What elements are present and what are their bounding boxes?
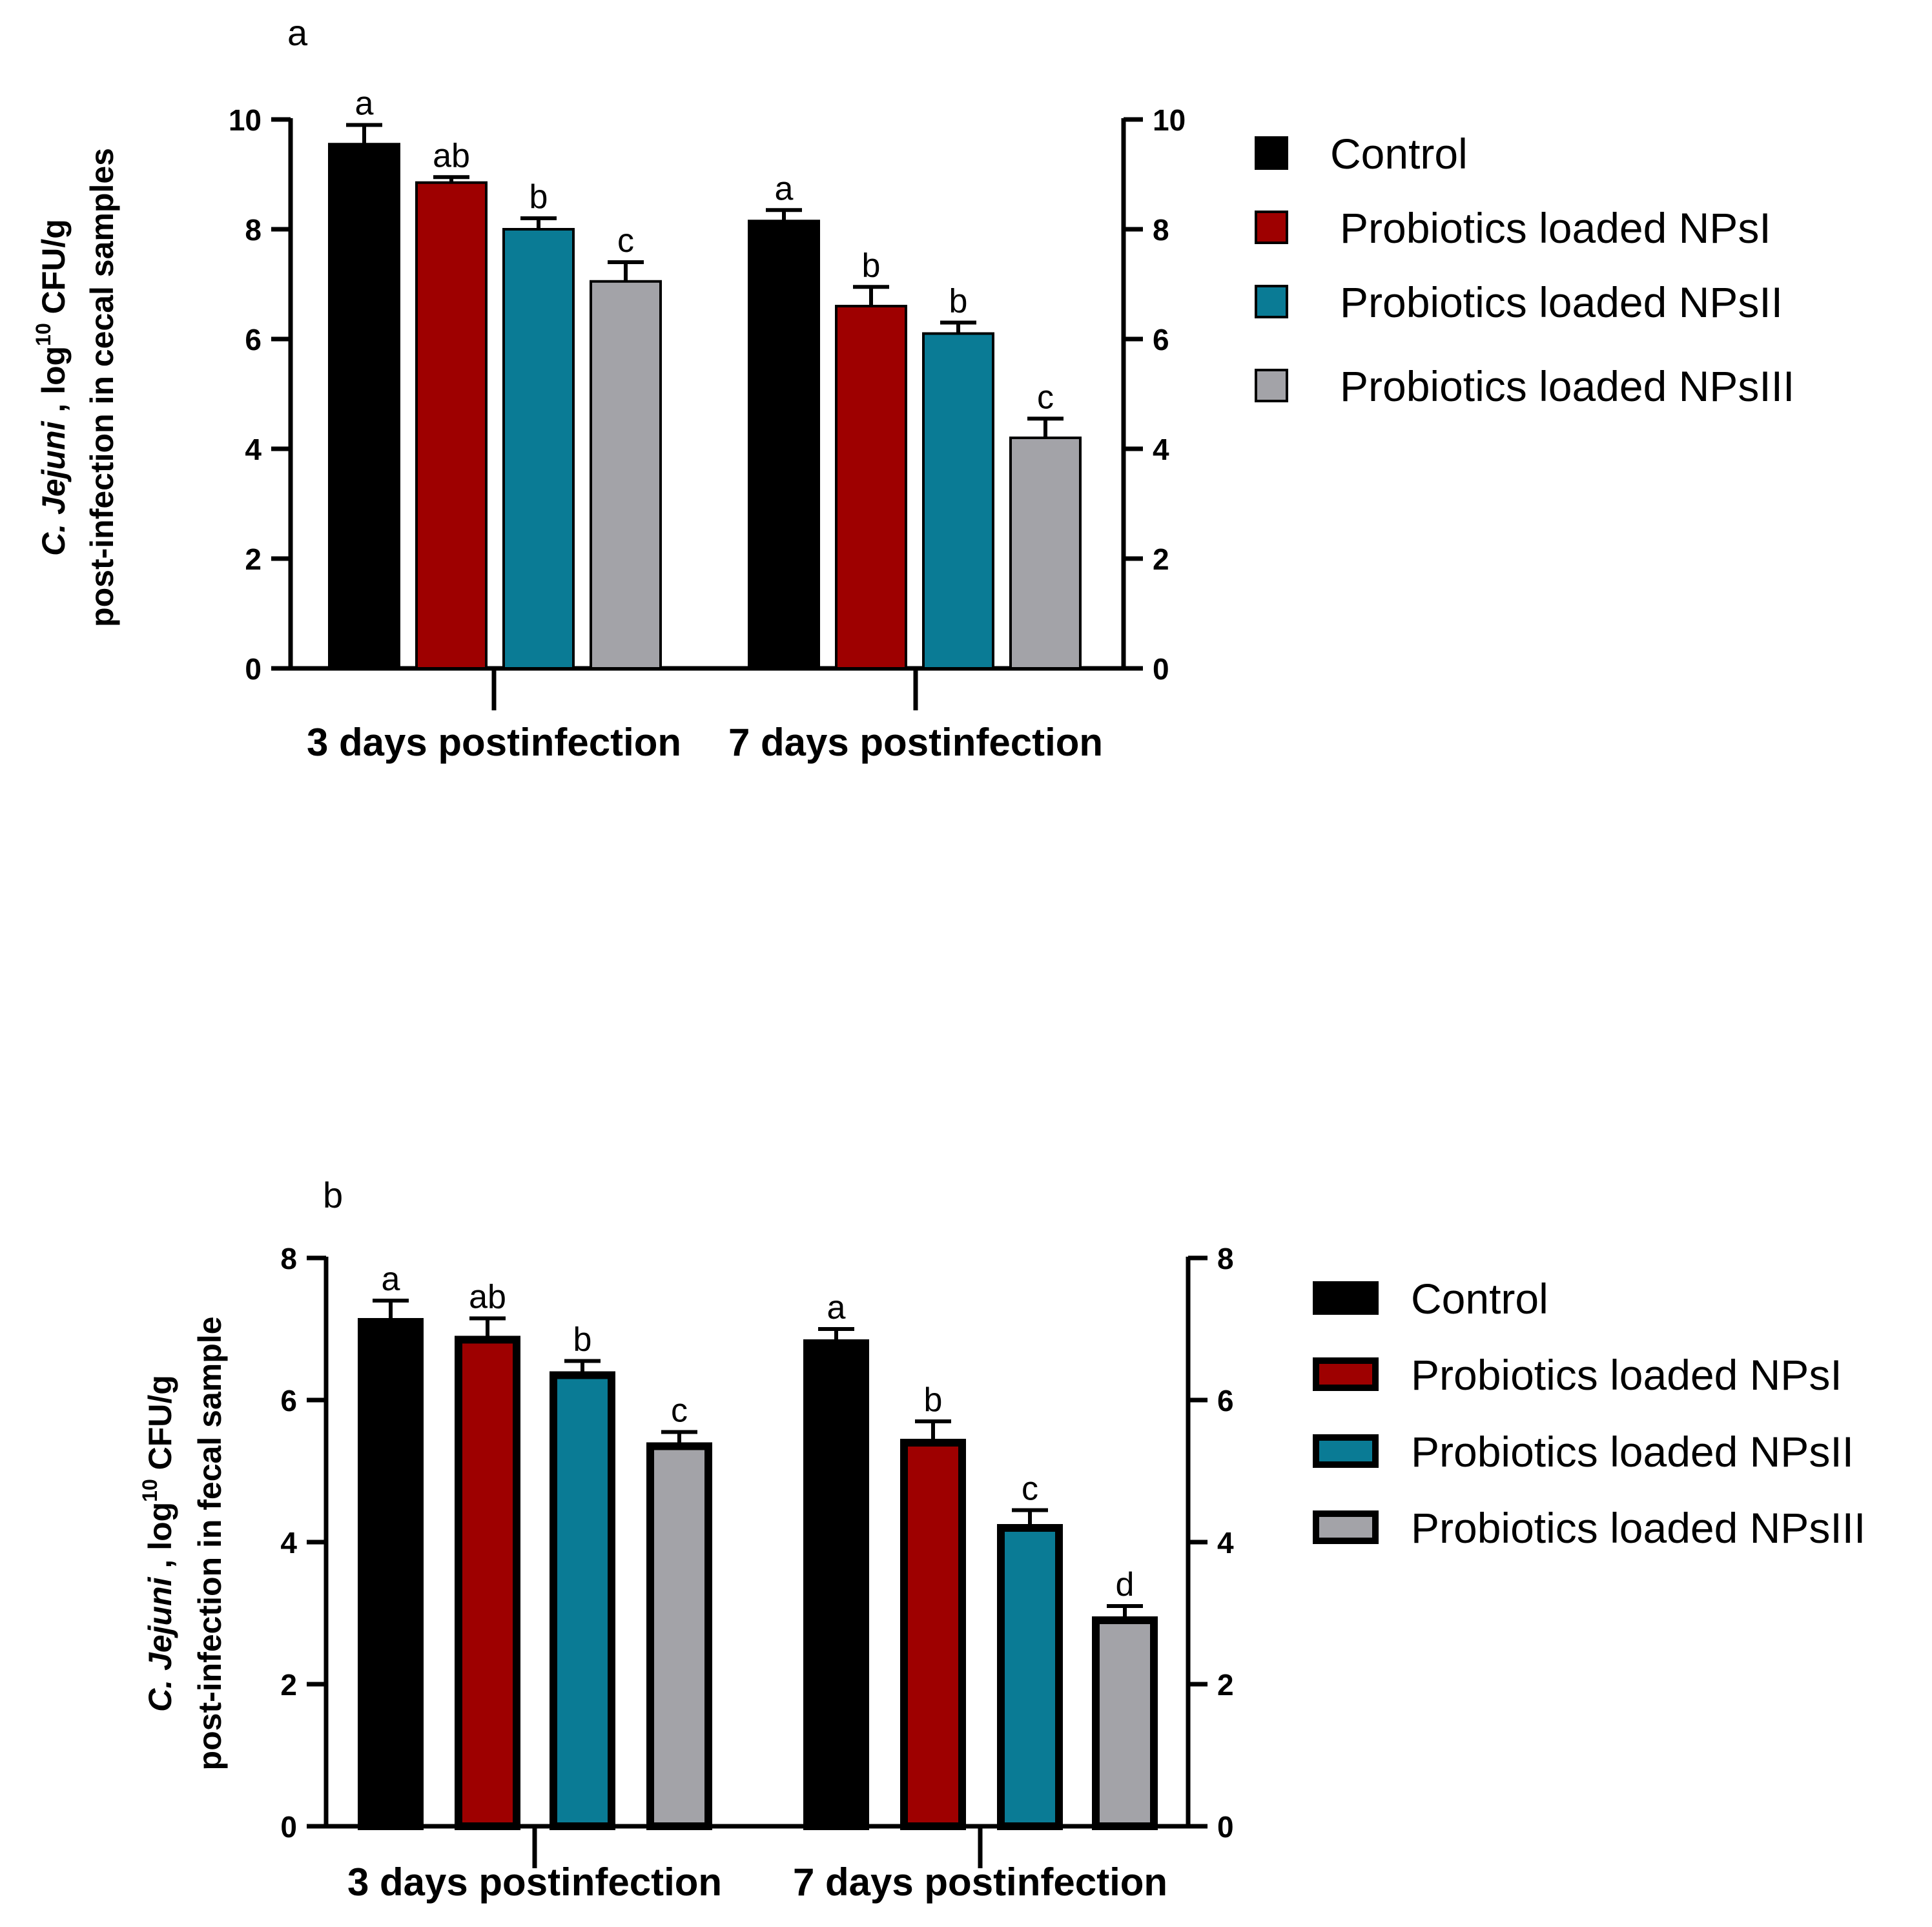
y-tick-label-right: 4 [1153,433,1169,466]
legend-label-4: Probiotics loaded NPsIII [1340,362,1794,410]
y-tick-label-right: 2 [1153,542,1169,576]
y-tick-label-left: 4 [245,433,262,466]
significance-label: a [382,1261,400,1298]
y-tick-label-left: 2 [245,542,262,576]
bar-1-1 [328,143,400,670]
legend-swatch-3 [1313,1434,1379,1468]
significance-label: ab [433,137,470,174]
panel-letter: a [287,12,308,53]
significance-label: b [924,1381,943,1419]
bar-2-2 [835,305,907,670]
legend-swatch-2 [1255,211,1288,244]
legend-swatch-1 [1313,1281,1379,1315]
significance-label: b [529,178,548,216]
legend-label-3: Probiotics loaded NPsII [1340,278,1783,326]
x-category-label: 7 days postinfection [728,721,1103,764]
y-axis-title-unit-suffix: CFU/g [142,1375,178,1479]
y-tick-label-left: 6 [245,323,262,356]
bar-2-2 [900,1439,966,1830]
bar-3-2 [997,1524,1063,1830]
bar-4-2 [1009,437,1082,670]
legend-label-2: Probiotics loaded NPsI [1340,204,1771,252]
significance-label: c [1037,378,1054,416]
significance-label: ab [469,1279,506,1316]
significance-label: d [1116,1566,1135,1603]
y-tick-label-left: 8 [280,1242,297,1275]
chart-panel-b: b 0 0 2 2 4 4 6 6 8 8 3 days postinfection 7 days po… [138,1175,1865,1904]
significance-label: a [775,170,794,207]
bar-3-2 [922,332,994,670]
legend-label-2: Probiotics loaded NPsI [1411,1351,1842,1399]
significance-label: b [862,247,881,284]
y-tick-label-left: 8 [245,213,262,247]
significance-label: c [671,1392,688,1430]
panel-letter: b [323,1175,343,1215]
y-axis-title-unit-sup: 10 [138,1479,161,1502]
y-tick-label-left: 4 [280,1526,297,1560]
legend-label-1: Control [1411,1275,1548,1323]
legend-label-4: Probiotics loaded NPsIII [1411,1504,1865,1552]
significance-label: b [573,1321,592,1359]
legend-swatch-4 [1313,1510,1379,1544]
y-tick-label-right: 2 [1217,1668,1234,1702]
legend-swatch-3 [1255,285,1288,318]
y-tick-label-right: 4 [1217,1526,1234,1560]
chart-panel-a: a 0 0 2 2 4 4 6 6 8 8 10 10 3 days postinfection 7 day… [32,12,1794,764]
significance-label: a [827,1289,846,1326]
y-tick-label-left: 0 [245,652,262,686]
y-tick-label-right: 0 [1217,1810,1234,1844]
x-category-label: 3 days postinfection [347,1860,722,1904]
bar-4-2 [1092,1616,1158,1830]
y-tick-label-right: 6 [1153,323,1169,356]
legend-label-3: Probiotics loaded NPsII [1411,1428,1854,1476]
y-axis-title-unit-suffix: CFU/g [36,219,72,323]
significance-label: c [1022,1470,1038,1508]
legend-label-1: Control [1330,130,1468,178]
y-axis-title-line1: C. Jejuni , log10 CFU/g [138,1375,178,1712]
x-category-label: 3 days postinfection [307,721,681,764]
bar-1-2 [748,220,820,670]
y-tick-label-right: 8 [1153,213,1169,247]
y-tick-label-right: 0 [1153,652,1169,686]
legend-swatch-4 [1255,369,1288,402]
y-tick-label-right: 6 [1217,1384,1234,1417]
bar-4-1 [590,280,662,670]
y-tick-label-right: 8 [1217,1242,1234,1275]
bar-2-1 [455,1335,520,1830]
legend-swatch-2 [1313,1357,1379,1391]
bar-2-1 [415,181,488,670]
y-tick-label-right: 10 [1153,103,1186,137]
y-axis-title-unit-prefix: , log [142,1502,178,1578]
y-axis-title-unit-sup: 10 [32,323,55,346]
y-axis-title-line2: post-infection in fecal sample [192,1317,228,1771]
y-tick-label-left: 10 [229,103,262,137]
bar-1-2 [803,1339,869,1830]
y-axis-title-line2: post-infection in cecal samples [84,148,120,627]
bar-3-1 [502,228,575,670]
bar-1-1 [358,1318,424,1830]
y-tick-label-left: 2 [280,1668,297,1702]
bar-4-1 [646,1442,712,1830]
significance-label: b [949,283,968,320]
legend-swatch-1 [1255,136,1288,170]
significance-label: c [617,222,634,260]
y-axis-title-organism: C. Jejuni [36,420,72,555]
y-axis-title-organism: C. Jejuni [142,1576,178,1711]
y-tick-label-left: 0 [280,1810,297,1844]
y-axis-title-unit-prefix: , log [36,346,72,422]
x-category-label: 7 days postinfection [793,1860,1167,1904]
bar-3-1 [550,1371,615,1830]
significance-label: a [355,85,374,123]
y-axis-title-line1: C. Jejuni , log10 CFU/g [32,219,72,556]
y-tick-label-left: 6 [280,1384,297,1417]
